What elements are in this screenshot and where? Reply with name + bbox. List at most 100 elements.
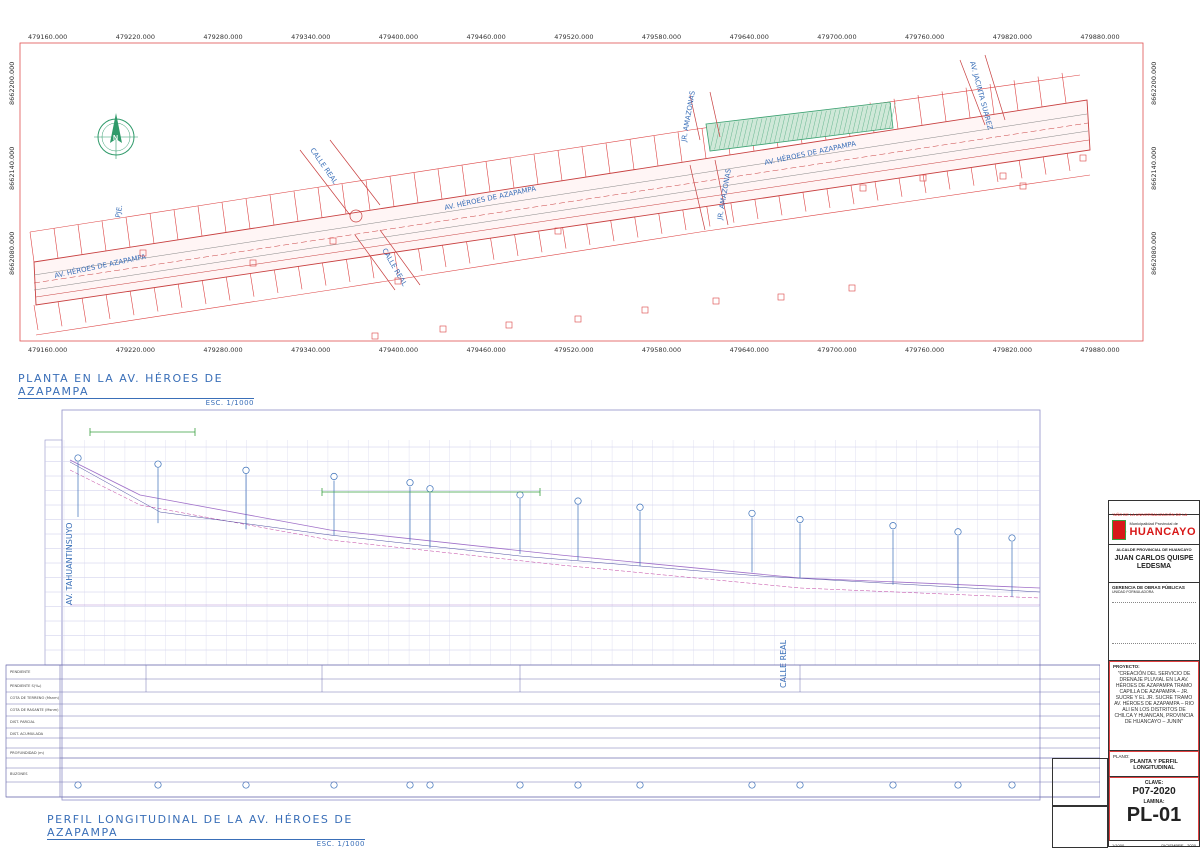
table-row-label: COTA DE TERRENO (Msnm) xyxy=(10,696,60,700)
park-hatch-line xyxy=(737,120,744,147)
park-hatch-line xyxy=(792,114,799,141)
park-hatch-line xyxy=(732,121,740,148)
parcel-line xyxy=(297,264,303,290)
x-tick-label: 479280.000 xyxy=(203,33,242,41)
parcel-line xyxy=(917,95,923,126)
clave-label: CLAVE: xyxy=(1144,780,1164,786)
parcel-line xyxy=(369,253,375,279)
svg-text:N: N xyxy=(113,135,118,142)
parcel-line xyxy=(153,286,159,312)
manhole-icon xyxy=(889,781,897,789)
parcel-line xyxy=(77,224,83,255)
table-row-label: COTA DE RASANTE (Msnm) xyxy=(10,708,59,712)
signature-lines xyxy=(1112,602,1196,644)
parcel-line xyxy=(29,231,35,263)
manhole-icon xyxy=(1008,534,1016,542)
park-hatch-line xyxy=(884,103,891,130)
x-tick-label: 479520.000 xyxy=(554,33,593,41)
manholes xyxy=(74,454,1016,789)
table-row-label: DIST. PARCIAL xyxy=(10,720,35,724)
manhole-icon xyxy=(154,460,162,468)
parcel-line xyxy=(965,87,971,118)
x-tick-label: 479640.000 xyxy=(730,33,769,41)
parcel-line xyxy=(393,249,399,275)
parcel-line xyxy=(557,150,563,181)
tb-fecha: 1/1000 DICIEMBRE - 2020 xyxy=(1109,841,1199,855)
y-tick-label: 8662140.000 xyxy=(8,147,16,190)
proyecto-label: PROYECTO: xyxy=(1113,664,1140,669)
plan-frame xyxy=(19,42,1144,342)
plano-label: PLANO: xyxy=(1113,754,1130,759)
y-tick-label: 8662200.000 xyxy=(1150,62,1158,105)
x-tick-label: 479760.000 xyxy=(905,346,944,354)
plano-text: PLANTA Y PERFIL LONGITUDINAL xyxy=(1130,759,1178,771)
x-tick-label: 479640.000 xyxy=(730,346,769,354)
profile-street-label: AV. TAHUANTINSUYO xyxy=(65,523,74,605)
manhole-icon xyxy=(516,491,524,499)
coat-of-arms-icon xyxy=(1112,519,1127,540)
manhole-icon xyxy=(636,503,644,511)
cross-streets xyxy=(299,54,1006,291)
title-block: "AÑO DE LA UNIVERSALIZACIÓN DE LA SALUD"… xyxy=(1108,500,1200,848)
main-road xyxy=(33,99,1091,306)
survey-marker xyxy=(919,174,927,182)
x-tick-label: 479880.000 xyxy=(1080,346,1119,354)
lamina-label: LAMINA: xyxy=(1143,799,1165,805)
x-tick-label: 479280.000 xyxy=(203,346,242,354)
parcel-line xyxy=(33,304,39,331)
x-tick-label: 479700.000 xyxy=(817,346,856,354)
survey-markers xyxy=(139,154,1087,340)
table-row-label: PROFUNDIDAD (m) xyxy=(10,751,45,755)
park-hatch-line xyxy=(783,115,790,142)
y-tick-label: 8662080.000 xyxy=(8,232,16,275)
manhole-icon xyxy=(74,781,82,789)
parcel-lines xyxy=(29,72,1091,336)
survey-marker xyxy=(641,306,649,314)
park-hatch-line xyxy=(829,109,836,136)
parcel-line xyxy=(269,194,275,226)
survey-marker xyxy=(848,284,856,292)
tb-proyecto: PROYECTO: "CREACIÓN DEL SERVICIO DE DREN… xyxy=(1109,661,1199,751)
survey-marker xyxy=(999,172,1007,180)
survey-marker xyxy=(371,332,379,340)
survey-marker xyxy=(394,277,402,285)
muni-name: Municipalidad Provincial de xyxy=(1129,521,1178,526)
survey-marker xyxy=(505,321,513,329)
survey-marker xyxy=(574,315,582,323)
park-hatch-line xyxy=(801,112,809,140)
parcel-line xyxy=(101,220,107,251)
plan-title-underline xyxy=(18,398,254,399)
survey-marker xyxy=(1079,154,1087,162)
x-tick-label: 479580.000 xyxy=(642,33,681,41)
parcel-line xyxy=(221,202,227,233)
parcel-line xyxy=(225,275,231,301)
survey-marker xyxy=(712,297,720,305)
gerencia: GERENCIA DE OBRAS PÚBLICAS xyxy=(1112,585,1185,590)
parcel-line xyxy=(129,290,135,316)
table-row-label: PENDIENTE xyxy=(10,670,31,674)
parcel-line xyxy=(149,213,155,244)
manhole-icon xyxy=(516,781,524,789)
x-tick-label: 479160.000 xyxy=(28,346,67,354)
parcel-line xyxy=(533,154,539,185)
profile-table xyxy=(5,664,1100,798)
plan-view: 479160.000 479220.000 479280.000 479340.000… xyxy=(8,33,1158,354)
manhole-icon xyxy=(242,466,250,474)
x-tick-label: 479580.000 xyxy=(642,346,681,354)
parcel-line xyxy=(345,256,351,282)
park-hatch-line xyxy=(806,112,813,139)
profile-street-label: CALLE REAL xyxy=(779,639,788,688)
manhole-icon xyxy=(748,781,756,789)
x-tick-label: 479220.000 xyxy=(116,346,155,354)
parcel-line xyxy=(893,98,899,129)
clave-value: P07-2020 xyxy=(1132,786,1176,797)
survey-marker xyxy=(1019,182,1027,190)
x-tick-label: 479880.000 xyxy=(1080,33,1119,41)
north-arrow-icon: N xyxy=(94,113,138,159)
park-hatch-line xyxy=(728,121,735,148)
park-hatch-line xyxy=(815,111,822,138)
tb-gerencia: GERENCIA DE OBRAS PÚBLICAS UNIDAD FORMUL… xyxy=(1109,583,1199,661)
profile-title-underline xyxy=(47,839,365,840)
parcel-line xyxy=(489,234,495,260)
escala-value: 1/1000 xyxy=(1112,843,1125,848)
